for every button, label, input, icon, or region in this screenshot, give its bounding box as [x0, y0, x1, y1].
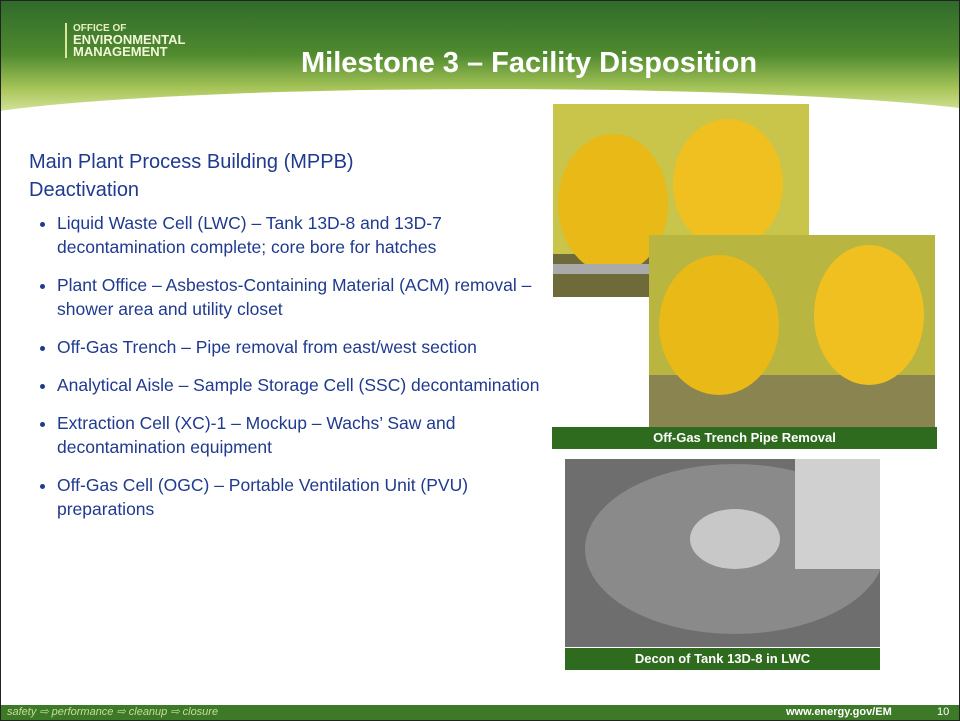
- logo: OFFICE OF ENVIRONMENTAL MANAGEMENT: [65, 23, 185, 58]
- bullet: Off-Gas Trench – Pipe removal from east/…: [57, 335, 557, 359]
- heading: Main Plant Process Building (MPPB) Deact…: [29, 148, 469, 204]
- caption: Decon of Tank 13D-8 in LWC: [565, 648, 880, 670]
- caption: Off-Gas Trench Pipe Removal: [552, 427, 937, 449]
- logo-line: MANAGEMENT: [73, 46, 185, 58]
- bullet: Analytical Aisle – Sample Storage Cell (…: [57, 373, 557, 397]
- photo: [649, 235, 935, 427]
- bullet-list: Liquid Waste Cell (LWC) – Tank 13D-8 and…: [31, 211, 557, 535]
- bullet: Plant Office – Asbestos-Containing Mater…: [57, 273, 557, 321]
- bullet: Off-Gas Cell (OGC) – Portable Ventilatio…: [57, 473, 557, 521]
- footer-url: www.energy.gov/EM: [786, 705, 892, 720]
- slide-title: Milestone 3 – Facility Disposition: [301, 47, 757, 80]
- photo: [565, 459, 880, 647]
- footer-slogan: safety ⇨ performance ⇨ cleanup ⇨ closure: [7, 705, 218, 720]
- slide: OFFICE OF ENVIRONMENTAL MANAGEMENT Miles…: [0, 0, 960, 721]
- page-number: 10: [937, 705, 949, 720]
- bullet: Extraction Cell (XC)-1 – Mockup – Wachs’…: [57, 411, 557, 459]
- bullet: Liquid Waste Cell (LWC) – Tank 13D-8 and…: [57, 211, 557, 259]
